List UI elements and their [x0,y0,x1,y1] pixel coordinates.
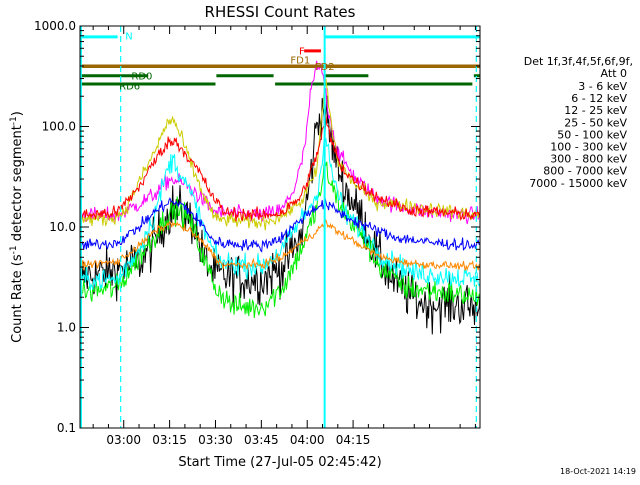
series-line-0 [79,95,481,335]
legend-entry-8: 7000 - 15000 keV [529,177,627,190]
legend-entry-4: 50 - 100 keV [557,128,627,141]
series-line-2 [79,160,481,319]
x-axis: 03:00 03:15 03:30 03:45 04:00 04:15 [92,26,476,447]
y-tick-label-0: 0.1 [57,421,76,435]
x-tick-label-1: 03:15 [152,433,187,447]
y-axis-label: Count Rate (s-1 detector segment-1) [9,111,25,343]
series-layer [79,60,481,335]
legend-entry-7: 800 - 7000 keV [543,165,627,178]
x-tick-label-5: 04:15 [336,433,371,447]
series-line-7 [79,218,481,272]
legend-entry-5: 100 - 300 keV [550,141,627,154]
legend-entry-1: 6 - 12 keV [571,92,627,105]
attenuator-label-5: RD6 [119,82,140,93]
series-line-3 [79,138,481,291]
x-tick-label-0: 03:00 [106,433,141,447]
y-label-main: Count Rate (s [10,254,25,343]
legend-entry-2: 12 - 25 keV [564,104,627,117]
y-tick-label-2: 10.0 [49,220,76,234]
series-line-5 [79,114,481,222]
y-tick-label-4: 1000.0 [34,19,76,33]
attenuator-label-2: FD1 [290,55,310,66]
attenuator-label-4: RD0 [131,72,152,83]
x-tick-label-4: 04:00 [290,433,325,447]
attenuator-label-1: F [299,47,305,58]
legend: Det 1f,3f,4f,5f,6f,9f, Att 0 3 - 6 keV6 … [524,55,633,190]
y-label-sup1: -1 [9,245,19,254]
legend-entry-6: 300 - 800 keV [550,153,627,166]
footer-timestamp: 18-Oct-2021 14:19 [560,467,636,476]
y-tick-label-1: 1.0 [57,321,76,335]
x-tick-label-2: 03:30 [198,433,233,447]
y-tick-label-3: 100.0 [42,120,76,134]
attenuator-label-0: N [125,32,132,43]
y-label-mid: detector segment [10,125,25,245]
attenuator-label-3: FD2 [315,62,335,73]
legend-entry-0: 3 - 6 keV [578,80,627,93]
x-axis-label: Start Time (27-Jul-05 02:45:42) [178,455,381,470]
legend-title-1: Det 1f,3f,4f,5f,6f,9f, [524,55,633,68]
y-axis: 0.1 1.0 10.0 100.0 1000.0 [34,19,480,435]
y-label-sup2: -1 [9,116,19,125]
y-label-end: ) [10,111,25,116]
legend-title-2: Att 0 [601,67,627,80]
chart-title: RHESSI Count Rates [205,3,356,21]
legend-entry-3: 25 - 50 keV [564,116,627,129]
x-tick-label-3: 03:45 [244,433,279,447]
series-line-6 [79,197,481,253]
